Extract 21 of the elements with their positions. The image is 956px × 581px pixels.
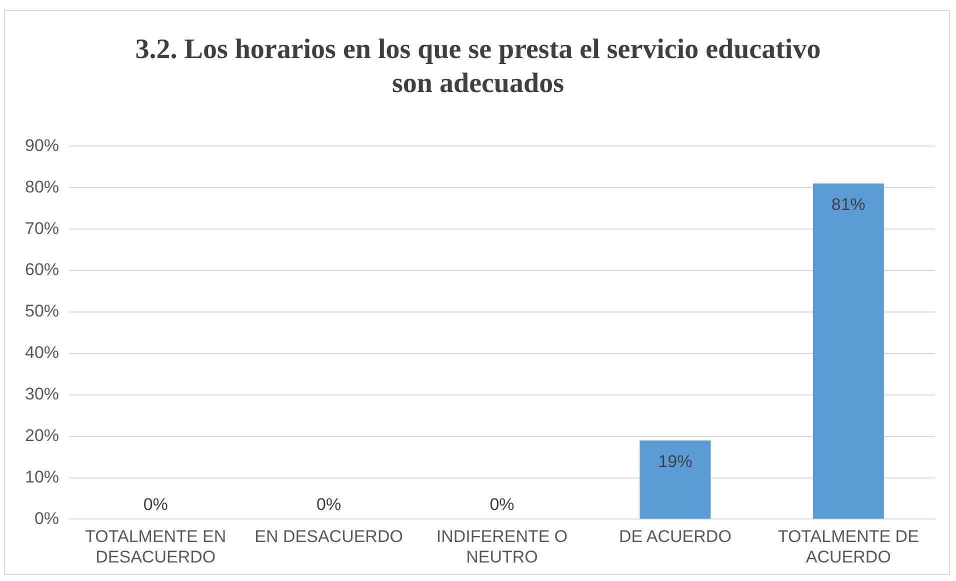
- x-tick-label: EN DESACUERDO: [254, 527, 403, 546]
- y-tick-label: 80%: [24, 177, 60, 196]
- y-tick-label: 70%: [24, 218, 60, 238]
- x-tick-label: TOTALMENTE DE ACUERDO: [778, 527, 919, 566]
- y-tick-label: 0%: [34, 508, 60, 528]
- data-label: 81%: [831, 195, 866, 214]
- y-tick-label: 20%: [24, 426, 60, 445]
- data-label: 0%: [143, 494, 168, 514]
- data-label: 0%: [316, 494, 342, 514]
- data-label: 0%: [490, 494, 514, 514]
- x-tick-label: DE ACUERDO: [618, 527, 732, 546]
- x-tick-label: TOTALMENTE EN DESACUERDO: [85, 527, 226, 566]
- x-tick-label: INDIFERENTE O NEUTRO: [436, 527, 568, 566]
- y-tick-label: 10%: [24, 467, 60, 486]
- y-tick-label: 50%: [24, 302, 60, 321]
- y-tick-label: 40%: [24, 343, 60, 362]
- data-label: 19%: [658, 452, 692, 472]
- y-tick-label: 30%: [24, 384, 60, 404]
- y-tick-label: 60%: [24, 260, 60, 280]
- chart-title: 3.2. Los horarios en los que se presta el servicio educativo son adecuados: [134, 33, 822, 101]
- y-tick-label: 90%: [24, 136, 60, 155]
